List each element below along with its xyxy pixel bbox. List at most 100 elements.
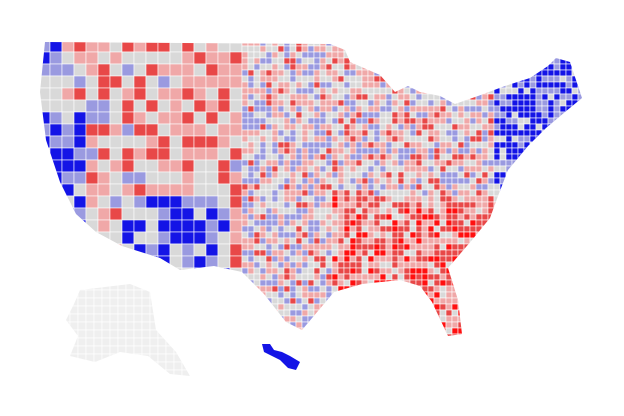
county bbox=[319, 111, 327, 119]
county bbox=[481, 42, 489, 47]
county bbox=[367, 51, 375, 59]
county bbox=[289, 279, 297, 287]
county bbox=[259, 249, 267, 257]
county bbox=[475, 177, 483, 185]
county bbox=[289, 153, 297, 161]
county bbox=[247, 255, 255, 263]
county bbox=[565, 225, 573, 233]
county bbox=[565, 129, 573, 137]
county bbox=[247, 195, 255, 203]
county bbox=[337, 57, 345, 65]
county bbox=[77, 353, 87, 363]
county bbox=[493, 303, 501, 311]
county bbox=[217, 219, 231, 233]
county bbox=[547, 147, 555, 155]
county bbox=[70, 378, 78, 386]
county bbox=[433, 75, 441, 83]
county bbox=[181, 123, 195, 137]
county bbox=[337, 87, 345, 95]
county bbox=[85, 183, 99, 197]
county bbox=[547, 87, 555, 95]
county bbox=[493, 195, 501, 203]
county bbox=[439, 315, 447, 323]
county bbox=[85, 353, 95, 363]
county bbox=[307, 285, 315, 293]
county bbox=[463, 213, 471, 221]
county bbox=[109, 99, 123, 113]
county bbox=[511, 321, 519, 329]
county bbox=[361, 267, 369, 275]
county bbox=[505, 279, 513, 287]
county bbox=[559, 45, 567, 53]
county bbox=[523, 237, 531, 245]
county bbox=[475, 93, 483, 101]
county bbox=[475, 165, 483, 173]
county bbox=[190, 378, 198, 386]
county bbox=[367, 57, 375, 65]
county bbox=[265, 177, 273, 185]
county bbox=[349, 45, 357, 53]
county bbox=[373, 147, 381, 155]
county bbox=[313, 237, 321, 245]
county bbox=[319, 147, 327, 155]
county bbox=[265, 255, 273, 263]
county bbox=[109, 195, 123, 209]
county bbox=[229, 315, 243, 329]
county bbox=[517, 75, 525, 83]
county bbox=[331, 81, 339, 89]
county bbox=[445, 195, 453, 203]
county bbox=[241, 219, 249, 227]
county bbox=[421, 75, 429, 83]
county bbox=[457, 189, 465, 197]
county bbox=[193, 171, 207, 185]
county bbox=[403, 237, 411, 245]
county bbox=[499, 231, 507, 239]
county bbox=[97, 123, 111, 137]
county bbox=[571, 315, 579, 323]
county bbox=[331, 111, 339, 119]
county bbox=[355, 93, 363, 101]
county bbox=[295, 291, 303, 299]
county bbox=[487, 249, 495, 257]
county bbox=[97, 75, 111, 89]
county bbox=[277, 63, 285, 71]
county bbox=[277, 309, 285, 317]
county bbox=[553, 201, 561, 209]
county bbox=[289, 207, 297, 215]
county bbox=[259, 207, 267, 215]
county bbox=[379, 231, 387, 239]
county bbox=[265, 147, 273, 155]
county bbox=[481, 141, 489, 149]
county bbox=[463, 219, 471, 227]
county bbox=[559, 249, 567, 257]
county bbox=[547, 63, 555, 71]
county bbox=[541, 231, 549, 239]
county bbox=[157, 243, 171, 257]
county bbox=[547, 291, 555, 299]
county bbox=[505, 225, 513, 233]
county bbox=[289, 105, 297, 113]
county bbox=[541, 93, 549, 101]
county bbox=[565, 183, 573, 191]
county bbox=[301, 213, 309, 221]
county bbox=[379, 201, 387, 209]
county bbox=[85, 87, 99, 101]
county bbox=[559, 237, 567, 245]
county bbox=[571, 141, 579, 149]
county bbox=[584, 142, 590, 148]
county bbox=[141, 284, 151, 291]
county bbox=[493, 255, 501, 263]
county bbox=[397, 285, 405, 293]
county bbox=[415, 297, 423, 305]
county bbox=[391, 327, 399, 335]
county bbox=[535, 315, 543, 323]
county bbox=[439, 273, 447, 281]
county bbox=[463, 93, 471, 101]
county bbox=[553, 123, 561, 131]
county bbox=[253, 255, 261, 263]
county bbox=[457, 171, 465, 179]
county bbox=[409, 75, 417, 83]
county bbox=[157, 183, 171, 197]
county bbox=[355, 279, 363, 287]
county bbox=[331, 201, 339, 209]
